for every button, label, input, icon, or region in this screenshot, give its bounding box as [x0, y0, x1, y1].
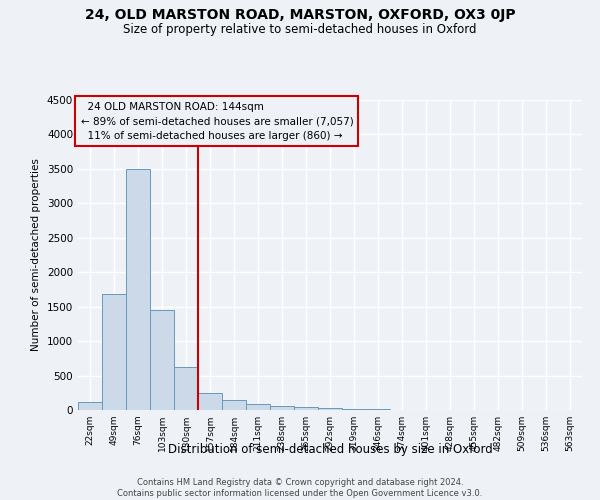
Y-axis label: Number of semi-detached properties: Number of semi-detached properties — [31, 158, 41, 352]
Text: Distribution of semi-detached houses by size in Oxford: Distribution of semi-detached houses by … — [167, 442, 493, 456]
Bar — [150, 310, 174, 410]
Bar — [102, 294, 126, 410]
Bar — [246, 404, 270, 410]
Bar — [174, 368, 198, 410]
Text: 24 OLD MARSTON ROAD: 144sqm
← 89% of semi-detached houses are smaller (7,057)
  : 24 OLD MARSTON ROAD: 144sqm ← 89% of sem… — [80, 102, 353, 141]
Text: Contains HM Land Registry data © Crown copyright and database right 2024.
Contai: Contains HM Land Registry data © Crown c… — [118, 478, 482, 498]
Bar — [126, 169, 150, 410]
Bar — [270, 406, 294, 410]
Bar — [318, 408, 342, 410]
Bar — [78, 402, 102, 410]
Bar — [222, 400, 246, 410]
Bar — [342, 409, 366, 410]
Bar — [198, 393, 222, 410]
Text: 24, OLD MARSTON ROAD, MARSTON, OXFORD, OX3 0JP: 24, OLD MARSTON ROAD, MARSTON, OXFORD, O… — [85, 8, 515, 22]
Bar — [294, 407, 318, 410]
Text: Size of property relative to semi-detached houses in Oxford: Size of property relative to semi-detach… — [123, 22, 477, 36]
